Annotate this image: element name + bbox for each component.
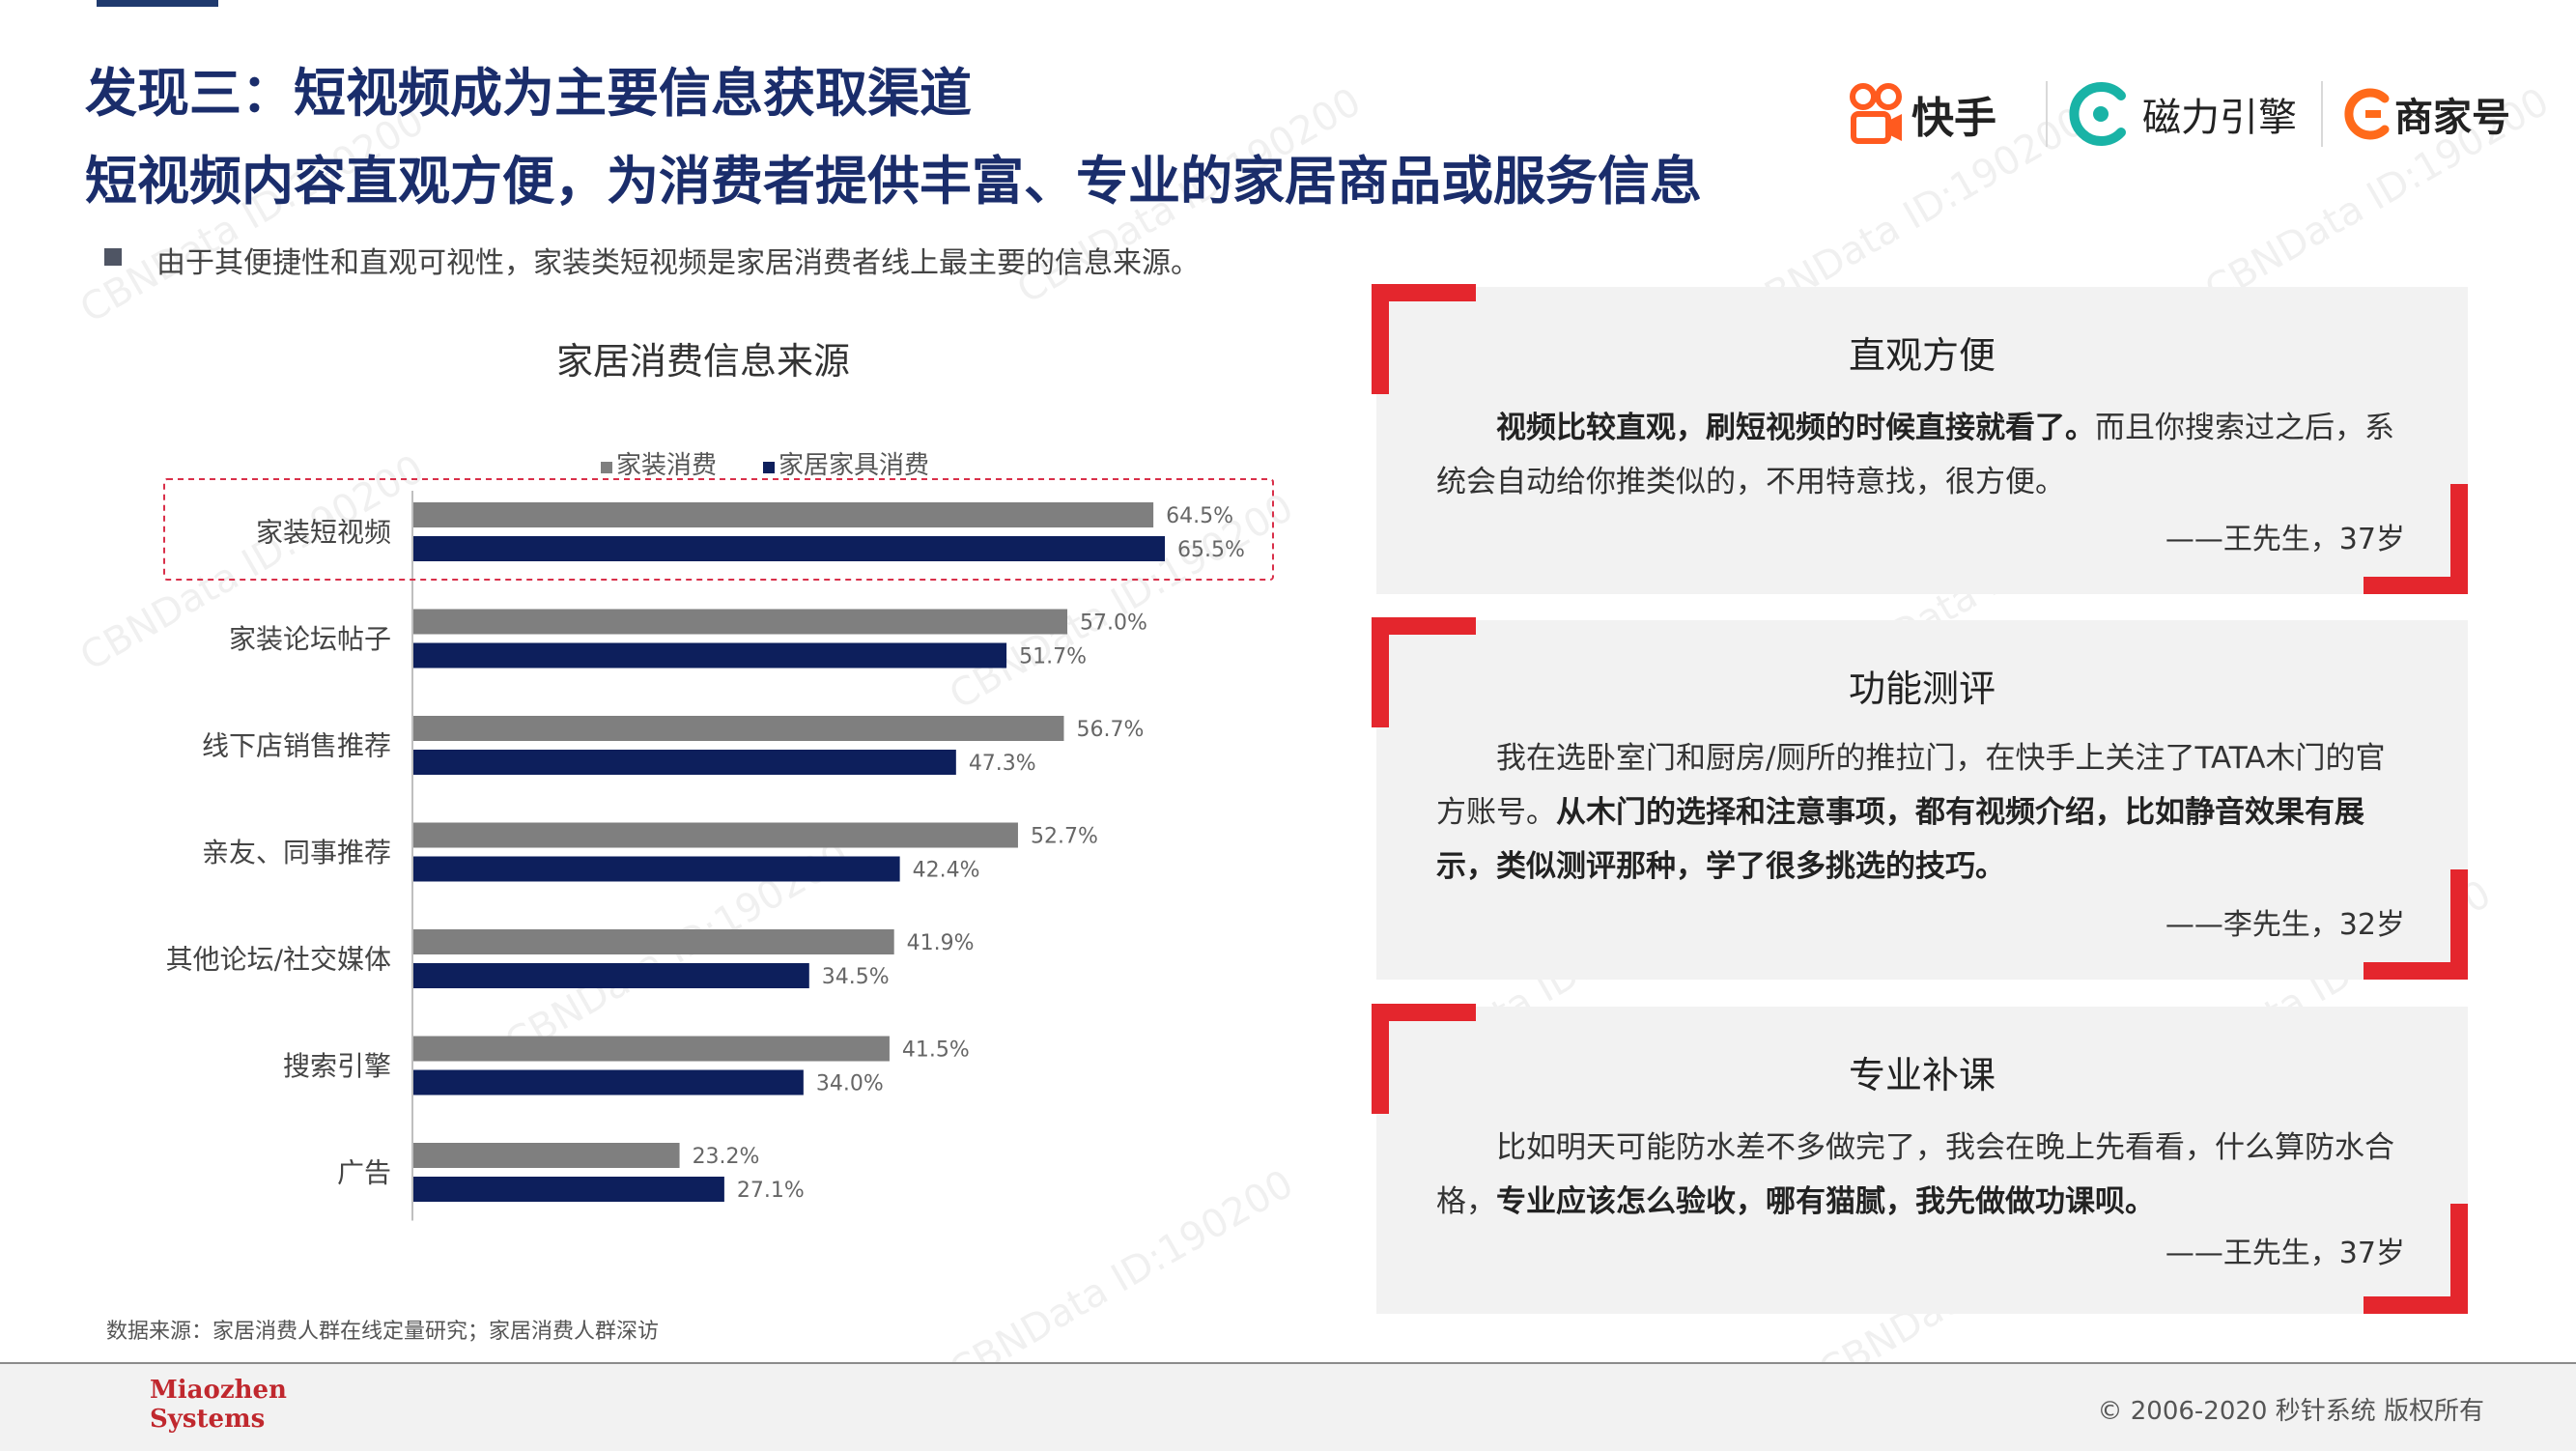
- legend-label: 家居家具消费: [778, 451, 929, 480]
- red-corner-bracket: [2364, 484, 2468, 594]
- data-label: 52.7%: [1031, 825, 1098, 849]
- kuaishou-icon: [1850, 83, 1902, 144]
- data-label: 34.5%: [822, 965, 890, 989]
- bullet-text: 由于其便捷性和直观可视性，家装类短视频是家居消费者线上最主要的信息来源。: [156, 246, 1200, 280]
- page-title: 发现三：短视频成为主要信息获取渠道: [85, 63, 972, 124]
- card-body-bold: 专业应该怎么验收，哪有猫腻，我先做做功课呗。: [1496, 1184, 2155, 1219]
- cili-icon: [2069, 82, 2126, 146]
- data-source-note: 数据来源：家居消费人群在线定量研究；家居消费人群深访: [106, 1320, 660, 1344]
- cili-logo: 磁力引擎: [2067, 75, 2297, 153]
- data-label: 34.0%: [816, 1072, 884, 1096]
- bar: [413, 1177, 724, 1202]
- chart-container: 家居消费信息来源家装消费 家居家具消费家装短视频 64.5% 65.5% 家装论坛帖子 5…: [0, 319, 1314, 1246]
- red-corner-bracket: [1372, 617, 1476, 727]
- red-corner-bracket: [1372, 284, 1476, 394]
- card-title: 专业补课: [1848, 1054, 1996, 1096]
- bar: [413, 536, 1165, 561]
- card-title: 功能测评: [1848, 668, 1996, 710]
- watermark-text: CBNData ID:190200: [72, 99, 432, 332]
- category-label: 线下店销售推荐: [202, 730, 391, 762]
- bar: [413, 609, 1068, 635]
- red-corner-bracket: [2364, 869, 2468, 980]
- logo-divider: [2046, 81, 2048, 147]
- legend-label: 家装消费: [616, 451, 717, 480]
- bar: [413, 856, 900, 882]
- bar: [413, 1143, 680, 1168]
- bar: [413, 1036, 890, 1062]
- quote-card: 直观方便 视频比较直观，刷短视频的时候直接就看了。而且你搜索过之后，系统会自动给…: [1372, 284, 2468, 594]
- chart-title: 家居消费信息来源: [556, 340, 850, 383]
- category-label: 其他论坛/社交媒体: [166, 944, 391, 976]
- card-body-text: 比如明天可能防水差不多做完了，我会在晚上先看看，什么算防水合格，: [1436, 1130, 2394, 1219]
- card-author: ——王先生，37岁: [2165, 1237, 2405, 1270]
- footer: Miaozhen Systems © 2006-2020 秒针系统 版权所有: [0, 1362, 2576, 1451]
- bar: [413, 929, 894, 954]
- legend-swatch: [763, 462, 775, 473]
- card-body: 视频比较直观，刷短视频的时候直接就看了。而且你搜索过之后，系统会自动给你推类似的…: [1436, 401, 2412, 509]
- category-label: 亲友、同事推荐: [202, 837, 391, 868]
- card-body: 我在选卧室门和厨房/厕所的推拉门，在快手上关注了TATA木门的官方账号。从木门的…: [1436, 731, 2412, 894]
- category-label: 家装论坛帖子: [229, 623, 391, 655]
- shangjiahao-logo: 商家号: [2344, 75, 2510, 153]
- bullet-square-icon: [104, 248, 122, 266]
- quote-card: 专业补课 比如明天可能防水差不多做完了，我会在晚上先看看，什么算防水合格，专业应…: [1372, 1004, 2468, 1314]
- data-label: 65.5%: [1177, 538, 1245, 562]
- red-corner-bracket: [1372, 1004, 1476, 1114]
- quote-card: 功能测评 我在选卧室门和厨房/厕所的推拉门，在快手上关注了TATA木门的官方账号…: [1372, 617, 2468, 980]
- kuaishou-logo: 快手: [1850, 75, 1996, 153]
- bar: [413, 963, 809, 988]
- partner-logos: 快手 磁力引擎 商家号: [1850, 75, 2526, 153]
- data-label: 23.2%: [693, 1145, 760, 1169]
- shangjiahao-label: 商家号: [2394, 96, 2510, 140]
- bar: [413, 1069, 804, 1095]
- miaozhen-logo-line1: Miaozhen: [150, 1376, 287, 1405]
- logo-divider: [2321, 81, 2323, 147]
- legend-swatch: [601, 462, 612, 473]
- red-corner-bracket: [2364, 1204, 2468, 1314]
- miaozhen-logo: Miaozhen Systems: [150, 1376, 287, 1434]
- category-label: 搜索引擎: [283, 1050, 391, 1082]
- bar: [413, 750, 956, 775]
- miaozhen-logo-line2: Systems: [150, 1405, 266, 1434]
- highlight-box: [163, 478, 1274, 581]
- bar: [413, 716, 1064, 741]
- bar: [413, 502, 1154, 527]
- data-label: 27.1%: [737, 1179, 805, 1203]
- kuaishou-label: 快手: [1911, 94, 1996, 143]
- category-label: 家装短视频: [256, 517, 391, 549]
- bar: [413, 642, 1007, 669]
- card-author: ——王先生，37岁: [2165, 523, 2405, 556]
- data-label: 51.7%: [1019, 645, 1087, 669]
- card-title: 直观方便: [1848, 334, 1996, 377]
- card-body-bold: 视频比较直观，刷短视频的时候直接就看了。: [1496, 411, 2095, 445]
- copyright-text: © 2006-2020 秒针系统 版权所有: [2097, 1397, 2484, 1426]
- data-label: 64.5%: [1166, 504, 1233, 528]
- card-body-text: 而且你搜索过之后，系统会自动给你推类似的，不用特意找，很方便。: [1436, 411, 2394, 499]
- card-body-bold: 从木门的选择和注意事项，都有视频介绍，比如静音效果有展示，类似测评那种，学了很多…: [1436, 795, 2364, 884]
- category-label: 广告: [337, 1157, 391, 1189]
- data-label: 47.3%: [969, 752, 1036, 776]
- data-label: 41.5%: [902, 1038, 970, 1063]
- bar: [413, 822, 1018, 848]
- data-label: 41.9%: [907, 931, 975, 955]
- cili-label: 磁力引擎: [2142, 96, 2297, 140]
- card-body: 比如明天可能防水差不多做完了，我会在晚上先看看，什么算防水合格，专业应该怎么验收…: [1436, 1121, 2412, 1229]
- top-accent-bar: [97, 0, 218, 7]
- card-body-text: 我在选卧室门和厨房/厕所的推拉门，在快手上关注了TATA木门的官方账号。: [1436, 741, 2386, 830]
- data-label: 57.0%: [1080, 612, 1147, 636]
- data-label: 56.7%: [1076, 718, 1144, 742]
- page-subtitle: 短视频内容直观方便，为消费者提供丰富、专业的家居商品或服务信息: [85, 151, 1702, 212]
- shangjiahao-icon: [2344, 88, 2390, 140]
- card-author: ——李先生，32岁: [2165, 908, 2405, 942]
- data-label: 42.4%: [913, 859, 980, 883]
